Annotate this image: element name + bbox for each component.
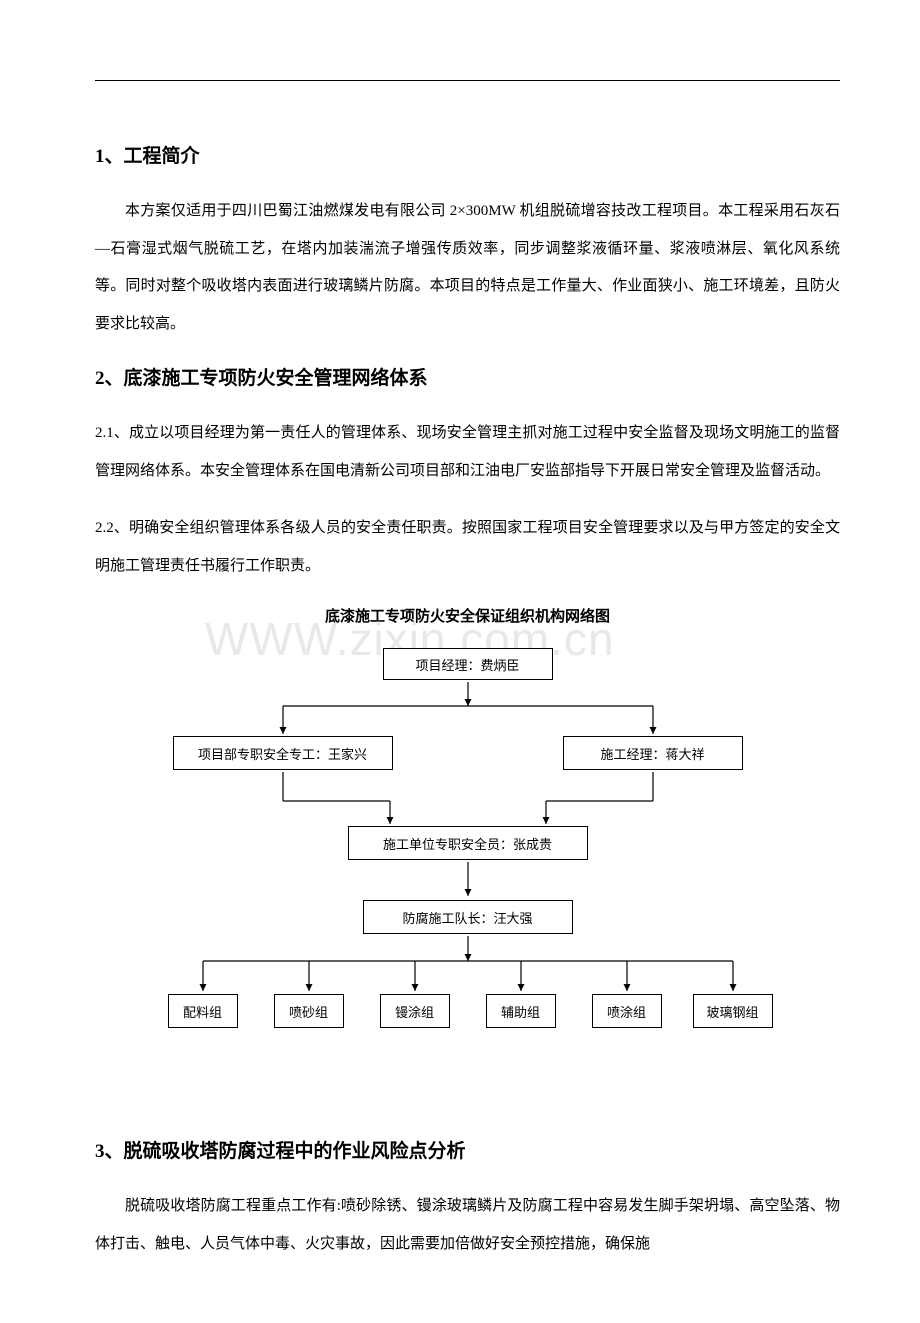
section2-p2: 2.2、明确安全组织管理体系各级人员的安全责任职责。按照国家工程项目安全管理要求… <box>95 510 840 585</box>
page-divider <box>95 80 840 81</box>
section3-heading: 3、脱硫吸收塔防腐过程中的作业风险点分析 <box>95 1136 840 1163</box>
node-team-4: 辅助组 <box>486 994 556 1028</box>
section1-heading: 1、工程简介 <box>95 141 840 168</box>
node-team-5: 喷涂组 <box>592 994 662 1028</box>
section2-p1: 2.1、成立以项目经理为第一责任人的管理体系、现场安全管理主抓对施工过程中安全监… <box>95 415 840 490</box>
node-pm: 项目经理：费炳臣 <box>383 648 553 680</box>
node-team-1: 配料组 <box>168 994 238 1028</box>
node-team-3: 镘涂组 <box>380 994 450 1028</box>
node-team-2: 喷砂组 <box>274 994 344 1028</box>
node-team-leader: 防腐施工队长：汪大强 <box>363 900 573 934</box>
node-safety-spec: 项目部专职安全专工：王家兴 <box>173 736 393 770</box>
section2-heading: 2、底漆施工专项防火安全管理网络体系 <box>95 363 840 390</box>
node-team-6: 玻璃钢组 <box>693 994 773 1028</box>
node-safety-officer: 施工单位专职安全员：张成贵 <box>348 826 588 860</box>
flowchart-connectors <box>128 646 808 1106</box>
section1-body: 本方案仅适用于四川巴蜀江油燃煤发电有限公司 2×300MW 机组脱硫增容技改工程… <box>95 193 840 343</box>
node-const-mgr: 施工经理：蒋大祥 <box>563 736 743 770</box>
flowchart-container: 项目经理：费炳臣 项目部专职安全专工：王家兴 施工经理：蒋大祥 施工单位专职安全… <box>128 646 808 1106</box>
section3-body: 脱硫吸收塔防腐工程重点工作有:喷砂除锈、镘涂玻璃鳞片及防腐工程中容易发生脚手架坍… <box>95 1188 840 1263</box>
